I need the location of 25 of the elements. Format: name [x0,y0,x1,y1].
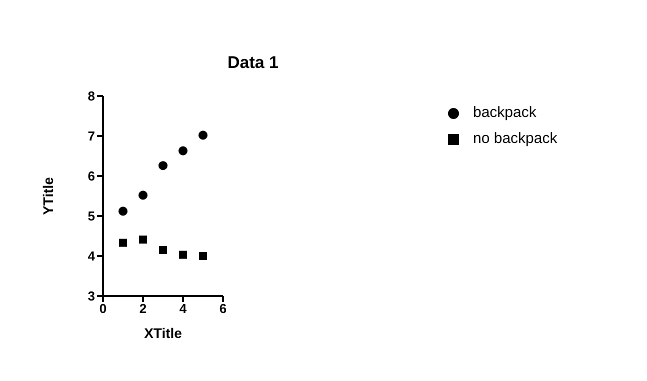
point [119,238,127,247]
y-tick-label: 8 [88,88,95,104]
y-tick-label: 4 [88,248,96,264]
x-axis-title: XTitle [144,325,182,341]
point [139,236,147,244]
x-tick-label: 4 [179,301,188,316]
point [178,146,188,156]
point [199,252,207,260]
point [198,130,208,140]
y-tick-label: 6 [88,168,95,184]
x-tick-label: 6 [219,301,227,316]
x-tick-label: 0 [99,301,107,316]
point [138,190,148,200]
y-axis-title: YTitle [40,176,56,215]
point [118,206,128,216]
y-tick-label: 3 [88,288,95,304]
y-tick-label: 5 [88,208,95,224]
legend-label: no backpack [473,130,558,147]
point [159,246,167,254]
point [179,250,187,259]
x-tick-label: 2 [139,301,147,316]
point [158,161,168,170]
chart-title: Data 1 [226,53,280,73]
legend-label: backpack [473,104,536,121]
y-tick-label: 7 [88,128,95,144]
